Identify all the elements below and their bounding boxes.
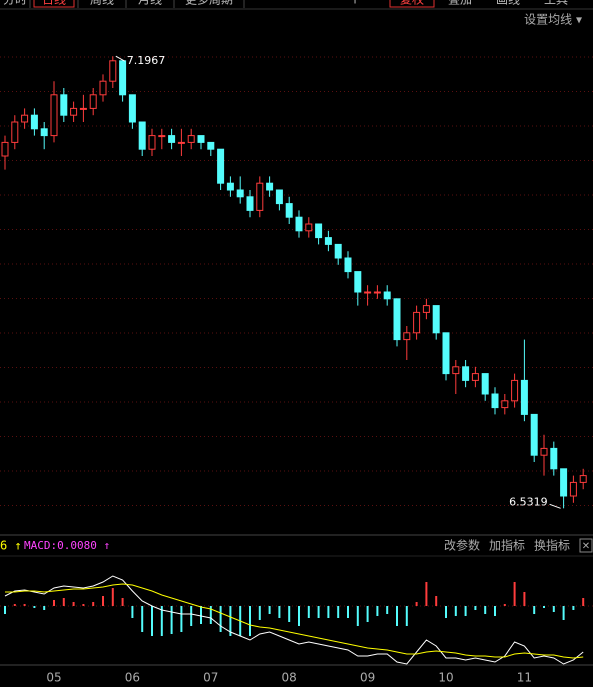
candle-body	[177, 141, 185, 144]
candle-body	[40, 128, 48, 137]
tab[interactable]: 月线	[138, 0, 162, 7]
macd-label: MACD:0.0080 ↑	[24, 539, 110, 552]
candle-body	[226, 182, 234, 191]
candle-body	[550, 447, 558, 470]
candle-body	[217, 148, 225, 184]
candle-body	[187, 135, 195, 143]
candle-body	[79, 107, 87, 110]
candle-body	[197, 135, 205, 143]
candle-body	[491, 393, 499, 409]
candle-body	[462, 366, 470, 381]
candle-body	[285, 203, 293, 218]
macd-dea-line	[5, 583, 584, 659]
macd-button[interactable]: 加指标	[489, 538, 525, 553]
candle-body	[511, 379, 519, 402]
macd-button[interactable]: 改参数	[444, 538, 480, 553]
tab[interactable]: 更多周期	[185, 0, 233, 7]
candle-body	[530, 413, 538, 456]
tab[interactable]: 工具	[544, 0, 568, 7]
candle-body	[569, 481, 577, 497]
candle-body	[364, 291, 372, 294]
candle-body	[11, 121, 19, 143]
candle-body	[158, 135, 166, 138]
candle-body	[21, 114, 29, 123]
candle-body	[540, 447, 548, 456]
close-button[interactable]	[579, 538, 593, 553]
tab-active	[33, 0, 75, 8]
candle-body	[89, 94, 97, 109]
candle-body	[266, 182, 274, 191]
candle-body	[30, 114, 38, 130]
candle-body	[168, 135, 176, 143]
candle-body	[334, 243, 342, 259]
candle-body	[60, 94, 68, 116]
candle-body	[383, 291, 391, 300]
x-tick-label: 10	[438, 671, 453, 685]
candle-body	[109, 60, 117, 82]
candle-body	[422, 305, 430, 313]
candle-body	[246, 196, 254, 211]
candle-body	[452, 366, 460, 375]
tab-active	[389, 0, 435, 8]
ma-setting[interactable]: 设置均线 ▾	[524, 13, 582, 27]
close-icon[interactable]: ✕	[582, 541, 590, 552]
candle-body	[50, 94, 58, 137]
low-label: 6.5319	[509, 495, 548, 508]
x-tick-label: 06	[125, 671, 140, 685]
candle-body	[579, 475, 587, 483]
tab[interactable]: 叠加	[448, 0, 472, 7]
candle-body	[70, 107, 78, 116]
candle-body	[560, 468, 568, 497]
x-tick-label: 05	[46, 671, 61, 685]
tab[interactable]: 日线	[42, 0, 66, 7]
candle-body	[403, 332, 411, 341]
x-tick-label: 07	[203, 671, 218, 685]
candle-body	[471, 373, 479, 381]
x-tick-label: 08	[282, 671, 297, 685]
candle-body	[305, 223, 313, 232]
candle-body	[236, 189, 244, 198]
tab[interactable]: 分时	[3, 0, 27, 7]
candle-body	[99, 80, 107, 96]
candle-body	[275, 189, 283, 205]
candle-body	[442, 332, 450, 375]
tab[interactable]: 周线	[90, 0, 114, 7]
candle-body	[520, 379, 528, 415]
candle-body	[354, 271, 362, 293]
candle-body	[1, 141, 9, 157]
macd-dif-line	[4, 575, 584, 665]
high-label: 7.1967	[127, 54, 166, 67]
candle-body	[373, 291, 381, 294]
candle-body	[501, 400, 509, 409]
candle-body	[413, 311, 421, 334]
candle-body	[128, 94, 136, 123]
candle-body	[344, 257, 352, 273]
candle-body	[393, 298, 401, 341]
candle-body	[315, 223, 323, 239]
candle-body	[432, 305, 440, 334]
x-tick-label: 09	[360, 671, 375, 685]
candle-body	[481, 373, 489, 395]
x-tick-label: 11	[517, 671, 532, 685]
candle-body	[295, 216, 303, 232]
high-arrow	[115, 55, 126, 62]
candle-body	[119, 60, 127, 96]
macd-button[interactable]: 换指标	[534, 538, 570, 553]
low-arrow	[549, 503, 561, 509]
candle-body	[138, 121, 146, 150]
candle-body	[324, 237, 332, 245]
candle-body	[256, 182, 264, 211]
tab: ↑	[350, 0, 360, 7]
macd-prev-label: 6 ↑	[0, 539, 22, 553]
candle-body	[148, 135, 156, 150]
candle-body	[207, 141, 215, 150]
tab[interactable]: 画线	[496, 0, 520, 7]
tab[interactable]: 复权	[400, 0, 424, 7]
